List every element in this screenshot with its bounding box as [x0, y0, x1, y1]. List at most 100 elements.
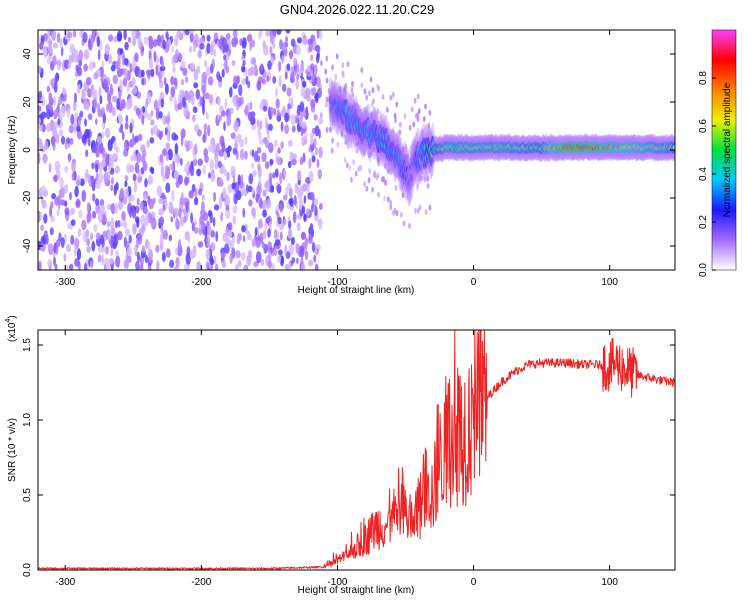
noise-cell [58, 129, 64, 137]
noise-cell [94, 118, 98, 125]
noise-cell [102, 246, 106, 254]
noise-cell [152, 197, 156, 204]
noise-cell [205, 248, 211, 260]
noise-cell [70, 219, 76, 227]
x-tick-label: 100 [601, 577, 618, 588]
noise-cell [67, 31, 73, 39]
x-tick-label: 0 [471, 277, 477, 288]
noise-cell [63, 59, 70, 70]
noise-cell [217, 96, 221, 107]
noise-cell [259, 120, 263, 130]
noise-cell [56, 208, 60, 217]
noise-cell [372, 146, 375, 153]
noise-cell [43, 213, 48, 224]
noise-cell [262, 229, 267, 240]
noise-cell [115, 181, 119, 191]
noise-cell [235, 263, 239, 270]
noise-cell [256, 80, 262, 91]
noise-cell [54, 160, 60, 173]
noise-cell [196, 168, 202, 177]
noise-cell [172, 65, 176, 74]
noise-cell [165, 153, 169, 162]
noise-cell [281, 54, 285, 64]
noise-cell [66, 107, 71, 119]
noise-cell [192, 158, 198, 167]
noise-cell [170, 86, 176, 98]
noise-cell [369, 76, 373, 83]
noise-cell [335, 53, 339, 60]
noise-cell [108, 164, 112, 172]
noise-cell [202, 86, 206, 98]
noise-cell [87, 137, 91, 147]
noise-cell [75, 198, 81, 209]
noise-cell [103, 78, 108, 89]
noise-cell [184, 176, 189, 186]
noise-cell [324, 68, 328, 75]
noise-cell [389, 204, 393, 211]
y-tick-label: 1.5 [22, 338, 33, 352]
noise-cell [136, 152, 142, 164]
noise-cell [83, 49, 90, 60]
noise-cell [269, 46, 273, 56]
noise-cell [213, 191, 217, 202]
noise-cell [296, 257, 299, 264]
noise-cell [299, 157, 304, 166]
noise-cell [132, 173, 137, 182]
noise-cell [250, 65, 254, 77]
noise-cell [132, 86, 138, 95]
noise-cell [115, 146, 120, 154]
noise-cell [187, 233, 191, 244]
noise-cell [424, 103, 427, 110]
noise-cell [158, 197, 164, 205]
noise-cell [64, 142, 68, 150]
noise-cell [90, 232, 93, 241]
noise-cell [107, 139, 113, 152]
noise-cell [275, 88, 278, 98]
noise-cell [180, 78, 185, 86]
noise-cell [64, 207, 70, 216]
noise-cell [180, 90, 186, 98]
noise-cell [49, 227, 54, 236]
noise-cell [210, 63, 214, 74]
noise-cell [42, 234, 47, 247]
noise-cell [244, 150, 248, 160]
noise-cell [68, 60, 72, 70]
noise-cell [426, 183, 430, 189]
noise-cell [44, 140, 49, 151]
x-tick-label: -100 [327, 577, 347, 588]
noise-cell [223, 54, 227, 61]
noise-cell [118, 127, 124, 133]
noise-cell [162, 229, 168, 240]
noise-cell [95, 163, 99, 173]
noise-cell [203, 148, 208, 158]
noise-cell [75, 179, 81, 187]
noise-cell [319, 203, 323, 210]
noise-cell [143, 205, 148, 215]
noise-cell [81, 134, 87, 144]
noise-cell [170, 76, 175, 86]
noise-cell [212, 217, 216, 227]
noise-cell [164, 127, 168, 136]
noise-cell [269, 33, 275, 45]
noise-cell [60, 135, 66, 145]
noise-cell [271, 185, 275, 193]
noise-cell [213, 48, 217, 57]
noise-cell [355, 147, 359, 154]
noise-cell [381, 93, 385, 100]
noise-cell [204, 155, 209, 164]
noise-cell [274, 239, 281, 246]
noise-cell [423, 176, 427, 183]
noise-cell [145, 254, 148, 264]
noise-cell [84, 262, 88, 270]
noise-cell [281, 83, 287, 93]
colorbar-label: Normalized spectral amplitude [722, 82, 733, 217]
noise-cell [383, 163, 387, 170]
noise-cell [192, 106, 198, 114]
noise-cell [288, 243, 294, 256]
noise-cell [194, 143, 198, 155]
noise-cell [115, 255, 121, 268]
noise-cell [127, 202, 133, 215]
noise-cell [389, 94, 393, 101]
noise-cell [268, 172, 273, 183]
